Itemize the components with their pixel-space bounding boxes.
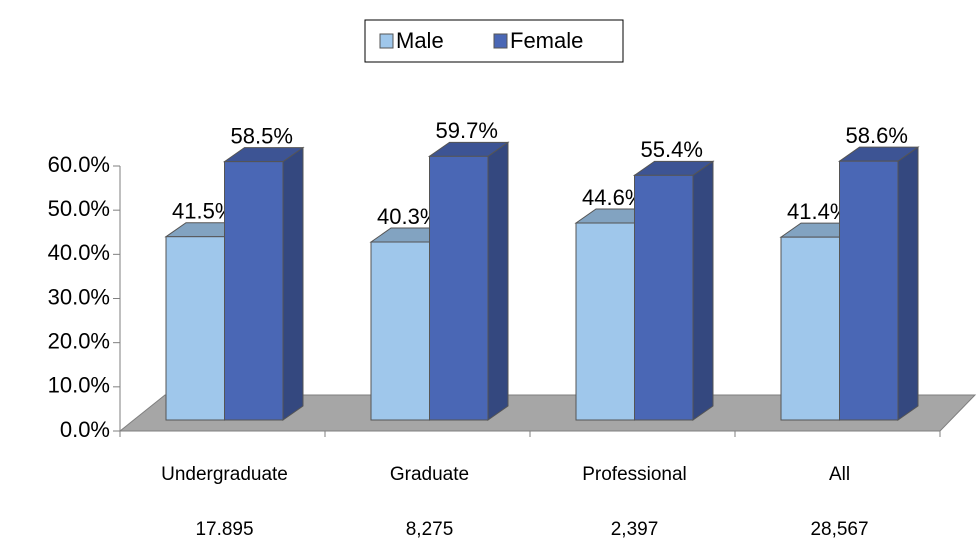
bar	[839, 160, 899, 421]
bar-side	[487, 141, 509, 421]
bar-side	[692, 160, 714, 421]
y-tick-label: 0.0%	[60, 417, 110, 442]
data-label: 55.4%	[641, 137, 703, 162]
x-tick-label: Undergraduate	[161, 464, 288, 485]
y-tick-label: 50.0%	[48, 196, 110, 221]
x-tick-label: Professional	[582, 464, 687, 485]
legend-swatch	[379, 33, 394, 49]
y-tick-label: 40.0%	[48, 240, 110, 265]
y-tick-label: 30.0%	[48, 284, 110, 309]
legend-label: Female	[510, 28, 583, 53]
x-tick-label: All	[829, 464, 850, 485]
legend-swatch	[493, 33, 508, 49]
annotation: 17.895	[195, 519, 253, 540]
bar	[780, 236, 840, 421]
legend-label: Male	[396, 28, 444, 53]
y-tick-label: 10.0%	[48, 373, 110, 398]
data-label: 58.6%	[846, 123, 908, 148]
bar	[634, 174, 694, 421]
bar	[429, 155, 489, 421]
bar-side	[897, 146, 919, 421]
annotation: 2,397	[611, 519, 659, 540]
x-tick-label: Graduate	[390, 464, 469, 485]
data-label: 59.7%	[436, 118, 498, 143]
annotation: 8,275	[406, 519, 454, 540]
bar	[224, 161, 284, 421]
data-label: 58.5%	[231, 123, 293, 148]
bar	[575, 222, 635, 421]
bar	[165, 236, 225, 421]
bar	[370, 241, 430, 421]
bar-side	[282, 146, 304, 421]
y-tick-label: 20.0%	[48, 328, 110, 353]
y-tick-label: 60.0%	[48, 152, 110, 177]
annotation: 28,567	[810, 519, 868, 540]
